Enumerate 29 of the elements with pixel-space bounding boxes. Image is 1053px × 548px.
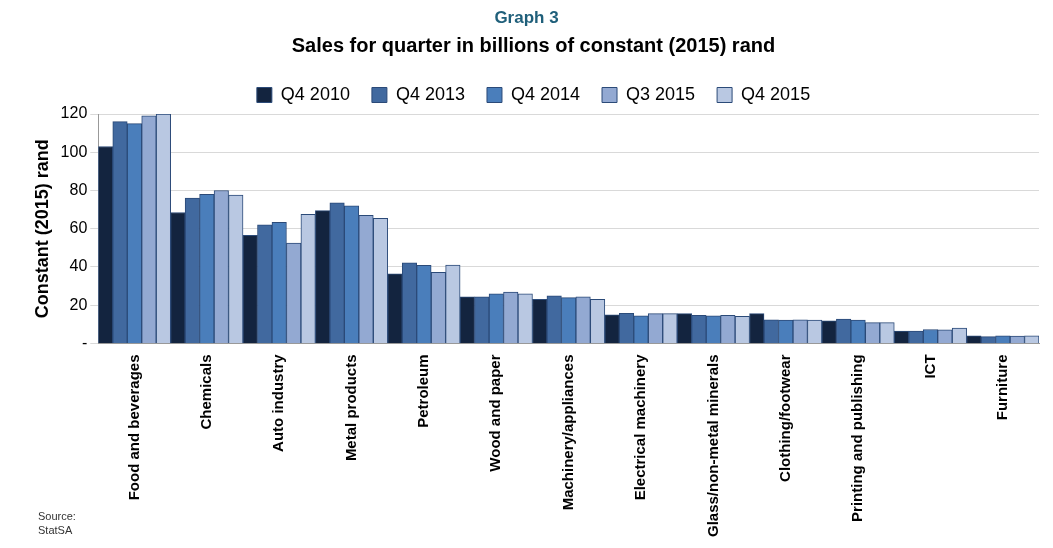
source-note: Source: StatSA xyxy=(38,509,76,536)
y-axis-title: Constant (2015) rand xyxy=(31,139,52,319)
x-tick-label: Chemicals xyxy=(196,354,214,430)
legend-label: Q4 2014 xyxy=(510,83,581,104)
x-tick-label: Printing and publishing xyxy=(848,354,866,522)
x-tick-label: Auto industry xyxy=(269,353,287,452)
x-tick-label: Food and beverages xyxy=(124,354,142,501)
chart-title: Sales for quarter in billions of constant (2015) rand xyxy=(291,33,776,56)
y-tick-label: 100 xyxy=(60,142,88,160)
x-tick-label: Wood and paper xyxy=(486,354,504,472)
x-tick-label: Glass/non-metal minerals xyxy=(703,354,721,538)
x-tick-label: ICT xyxy=(920,354,938,379)
legend-label: Q4 2010 xyxy=(280,83,350,104)
x-tick-label: Clothing/footwear xyxy=(775,354,793,482)
y-tick-label: 40 xyxy=(69,257,88,275)
y-tick-label: 60 xyxy=(69,219,88,237)
x-tick-label: Metal products xyxy=(341,354,359,462)
caption: Graph 3 xyxy=(494,8,559,28)
y-tick-label: 120 xyxy=(60,104,88,122)
x-tick-label: Furniture xyxy=(992,354,1010,421)
legend-label: Q4 2015 xyxy=(741,83,811,104)
x-tick-label: Electrical machinery xyxy=(631,353,649,501)
legend-label: Q4 2013 xyxy=(395,83,465,104)
y-tick-label: 20 xyxy=(69,295,88,313)
legend-label: Q3 2015 xyxy=(626,83,696,104)
x-tick-label: Machinery/appliances xyxy=(558,354,576,511)
x-tick-label: Petroleum xyxy=(414,354,432,428)
y-tick-label: 80 xyxy=(69,180,88,198)
y-tick-label: - xyxy=(81,333,88,351)
